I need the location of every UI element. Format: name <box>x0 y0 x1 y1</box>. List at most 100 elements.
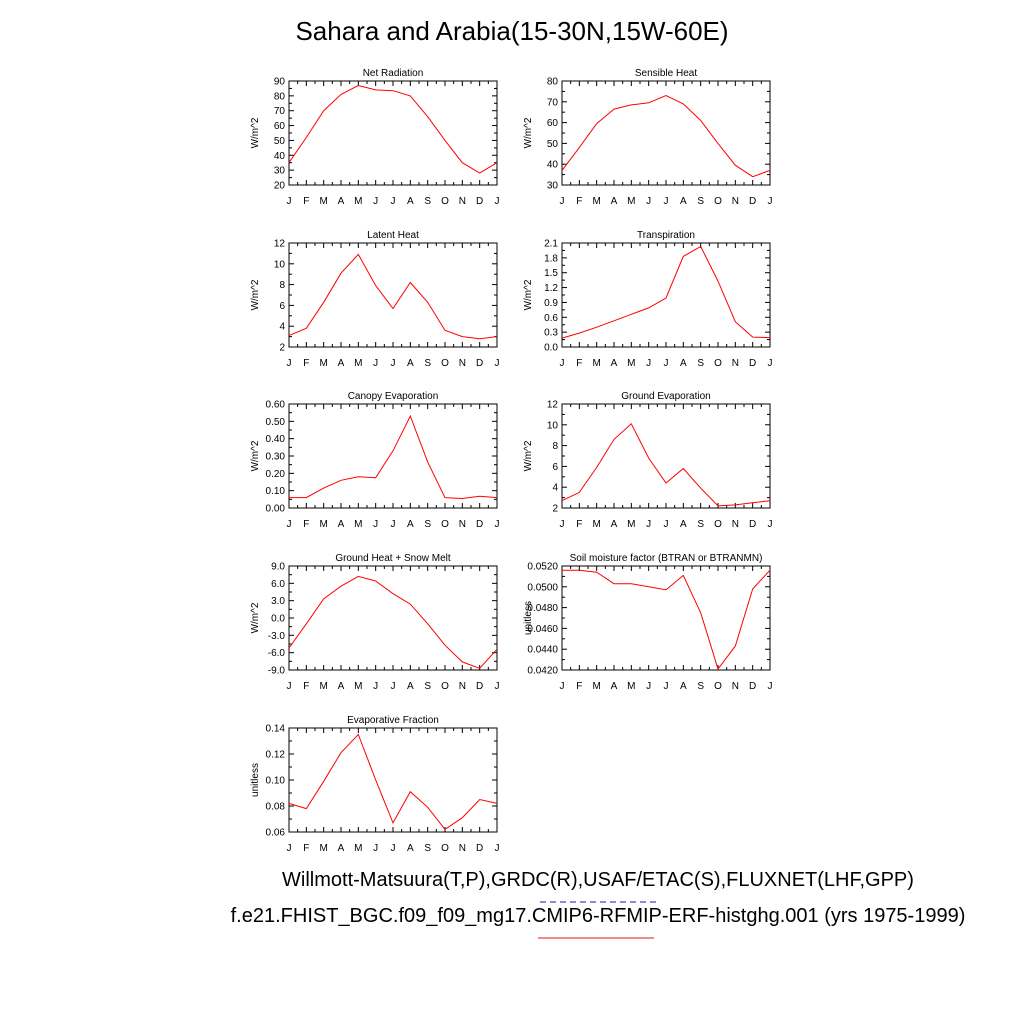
y-tick-label: 50 <box>274 136 286 147</box>
caption-underline-solid <box>538 937 654 939</box>
x-tick-label: F <box>303 843 309 854</box>
x-tick-label: J <box>495 519 500 530</box>
x-tick-label: J <box>391 519 396 530</box>
series-line <box>289 414 498 500</box>
x-tick-label: M <box>319 519 327 530</box>
x-tick-label: O <box>714 681 722 692</box>
y-tick-label: 4 <box>279 322 285 333</box>
x-tick-label: J <box>287 843 292 854</box>
x-tick-label: S <box>424 519 431 530</box>
y-axis-label: W/m^2 <box>523 279 534 310</box>
x-tick-label: F <box>303 681 309 692</box>
panel-title: Canopy Evaporation <box>348 391 439 402</box>
x-tick-label: J <box>664 519 669 530</box>
x-tick-label: S <box>697 681 704 692</box>
series-line <box>562 569 771 671</box>
x-tick-label: O <box>441 196 449 207</box>
panel-title: Evaporative Fraction <box>347 715 439 726</box>
y-tick-label: 40 <box>274 151 286 162</box>
y-tick-label: -9.0 <box>268 666 286 677</box>
x-tick-label: N <box>732 519 739 530</box>
x-tick-label: M <box>592 681 600 692</box>
y-axis-label: W/m^2 <box>250 279 261 310</box>
x-tick-label: J <box>287 681 292 692</box>
y-tick-label: 0.06 <box>266 828 286 839</box>
y-tick-label: 0.08 <box>266 802 286 813</box>
series-line <box>288 84 498 174</box>
x-tick-label: M <box>627 358 635 369</box>
x-tick-label: S <box>697 358 704 369</box>
y-axis-label: W/m^2 <box>523 117 534 148</box>
x-tick-label: S <box>424 358 431 369</box>
x-tick-label: J <box>560 358 565 369</box>
x-tick-label: A <box>338 196 345 207</box>
x-tick-label: A <box>338 843 345 854</box>
y-tick-label: -6.0 <box>268 648 286 659</box>
x-tick-label: J <box>560 196 565 207</box>
x-tick-label: M <box>592 196 600 207</box>
x-tick-label: J <box>768 196 773 207</box>
x-tick-label: D <box>476 358 483 369</box>
x-tick-label: M <box>627 519 635 530</box>
x-tick-label: J <box>646 196 651 207</box>
x-tick-label: F <box>303 519 309 530</box>
y-tick-label: 10 <box>547 420 559 431</box>
x-tick-label: N <box>459 681 466 692</box>
x-tick-label: D <box>476 519 483 530</box>
y-axis-label: unitless <box>250 763 261 797</box>
y-tick-label: 9.0 <box>271 562 285 573</box>
plot-frame <box>561 565 771 671</box>
x-tick-label: D <box>749 196 756 207</box>
x-tick-label: M <box>627 681 635 692</box>
y-tick-label: 8 <box>279 280 285 291</box>
x-tick-label: J <box>646 358 651 369</box>
y-tick-label: 4 <box>552 483 558 494</box>
x-tick-label: F <box>303 358 309 369</box>
y-tick-label: 60 <box>547 118 559 129</box>
panel-title: Latent Heat <box>367 230 419 241</box>
x-tick-label: D <box>749 681 756 692</box>
x-tick-label: A <box>338 681 345 692</box>
x-tick-label: A <box>611 358 618 369</box>
y-tick-label: 6 <box>279 301 285 312</box>
y-tick-label: 0.14 <box>266 724 286 735</box>
y-tick-label: 80 <box>547 77 559 88</box>
y-tick-label: 0.0 <box>544 343 558 354</box>
x-tick-label: J <box>373 681 378 692</box>
y-tick-label: 90 <box>274 77 286 88</box>
y-tick-label: 0.0500 <box>527 582 558 593</box>
x-tick-label: A <box>338 519 345 530</box>
x-tick-label: D <box>476 681 483 692</box>
x-tick-label: S <box>424 681 431 692</box>
y-tick-label: 80 <box>274 91 286 102</box>
y-axis-label: W/m^2 <box>250 602 261 633</box>
x-tick-label: O <box>441 519 449 530</box>
chart-panel-8: Soil moisture factor (BTRAN or BTRANMN) u… <box>523 553 773 692</box>
x-tick-label: A <box>338 358 345 369</box>
x-tick-label: A <box>680 519 687 530</box>
caption-underline-dashed <box>540 901 656 903</box>
x-tick-label: N <box>732 196 739 207</box>
plot-frame <box>561 80 771 186</box>
y-axis-label: W/m^2 <box>250 440 261 471</box>
x-tick-label: J <box>287 519 292 530</box>
x-tick-label: N <box>459 196 466 207</box>
y-tick-label: 0.40 <box>266 434 286 445</box>
x-tick-label: N <box>459 519 466 530</box>
x-tick-label: J <box>664 681 669 692</box>
panel-title: Soil moisture factor (BTRAN or BTRANMN) <box>570 553 763 564</box>
x-tick-label: N <box>732 681 739 692</box>
y-tick-label: 12 <box>547 400 559 411</box>
x-tick-label: J <box>768 358 773 369</box>
y-tick-label: 0.20 <box>266 469 286 480</box>
x-tick-label: A <box>680 681 687 692</box>
x-tick-label: A <box>611 196 618 207</box>
x-tick-label: M <box>627 196 635 207</box>
y-tick-label: 0.10 <box>266 776 286 787</box>
